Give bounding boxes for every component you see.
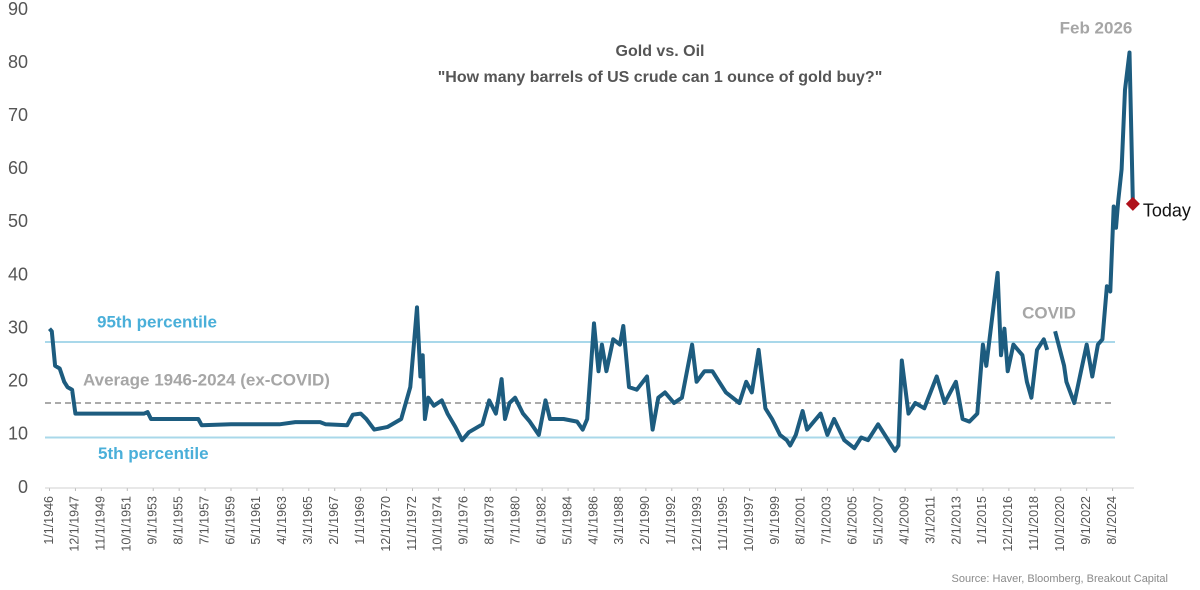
reference-label: 95th percentile <box>97 312 217 331</box>
x-tick-label: 12/1/1970 <box>379 496 393 552</box>
chart-subtitle: "How many barrels of US crude can 1 ounc… <box>438 69 883 86</box>
x-tick-label: 9/1/1976 <box>457 496 471 545</box>
x-tick-label: 6/1/1959 <box>223 496 237 545</box>
x-tick-label: 6/1/2005 <box>846 496 860 545</box>
y-tick-label: 50 <box>8 211 28 231</box>
y-tick-label: 0 <box>18 477 28 497</box>
x-tick-label: 2/1/1967 <box>327 496 341 545</box>
x-tick-label: 5/1/1984 <box>560 496 574 545</box>
x-tick-label: 5/1/1961 <box>249 496 263 545</box>
x-tick-label: 4/1/2009 <box>897 496 911 545</box>
x-tick-label: 4/1/1986 <box>586 496 600 545</box>
x-tick-label: 10/1/1997 <box>742 496 756 552</box>
reference-label: 5th percentile <box>98 444 209 463</box>
line-series <box>48 50 1135 453</box>
y-tick-label: 80 <box>8 52 28 72</box>
x-tick-label: 5/1/2007 <box>872 496 886 545</box>
y-tick-label: 90 <box>8 0 28 19</box>
source: Source: Haver, Bloomberg, Breakout Capit… <box>952 573 1168 585</box>
x-tick-label: 1/1/1969 <box>353 496 367 545</box>
x-tick-label: 9/1/1999 <box>768 496 782 545</box>
annotation: COVID <box>1022 303 1076 322</box>
y-tick-label: 30 <box>8 317 28 337</box>
x-tick-label: 3/1/2011 <box>923 496 937 544</box>
x-tick-label: 3/1/1965 <box>301 496 315 545</box>
x-tick-label: 10/1/1951 <box>120 496 134 552</box>
y-tick-label: 40 <box>8 264 28 284</box>
today-marker <box>1125 196 1140 211</box>
x-tick-label: 7/1/1980 <box>509 496 523 545</box>
x-tick-label: 9/1/1953 <box>146 496 160 545</box>
x-tick-label: 12/1/1947 <box>68 496 82 552</box>
y-tick-label: 20 <box>8 371 28 391</box>
x-tick-label: 1/1/2015 <box>975 496 989 545</box>
chart-title: Gold vs. Oil <box>616 43 705 60</box>
x-tick-label: 8/1/2001 <box>794 496 808 545</box>
x-tick-label: 4/1/1963 <box>275 496 289 545</box>
y-tick-label: 10 <box>8 424 28 444</box>
x-tick-label: 6/1/1982 <box>534 496 548 545</box>
x-tick-label: 7/1/2003 <box>820 496 834 545</box>
x-tick-label: 10/1/1974 <box>431 496 445 552</box>
annotation: Feb 2026 <box>1060 18 1133 37</box>
x-tick-label: 7/1/1957 <box>197 496 211 545</box>
x-tick-label: 1/1/1946 <box>42 496 56 545</box>
today-label: Today <box>1143 201 1191 221</box>
x-tick-label: 8/1/1978 <box>483 496 497 545</box>
x-tick-label: 8/1/2024 <box>1105 496 1119 545</box>
x-tick-label: 11/1/1949 <box>94 496 108 551</box>
x-tick-label: 12/1/2016 <box>1001 496 1015 552</box>
x-tick-label: 12/1/1993 <box>690 496 704 552</box>
x-tick-label: 10/1/2020 <box>1053 496 1067 552</box>
x-tick-label: 1/1/1992 <box>664 496 678 545</box>
y-tick-label: 70 <box>8 105 28 125</box>
x-tick-label: 2/1/1990 <box>638 496 652 545</box>
x-tick-label: 3/1/1988 <box>612 496 626 545</box>
x-tick-label: 11/1/2018 <box>1027 496 1041 551</box>
x-tick-label: 9/1/2022 <box>1079 496 1093 545</box>
x-tick-label: 2/1/2013 <box>949 496 963 545</box>
x-tick-label: 8/1/1955 <box>171 496 185 545</box>
y-tick-label: 60 <box>8 158 28 178</box>
x-tick-label: 11/1/1972 <box>405 496 419 551</box>
reference-label: Average 1946-2024 (ex-COVID) <box>83 371 330 390</box>
x-tick-label: 11/1/1995 <box>716 496 730 551</box>
